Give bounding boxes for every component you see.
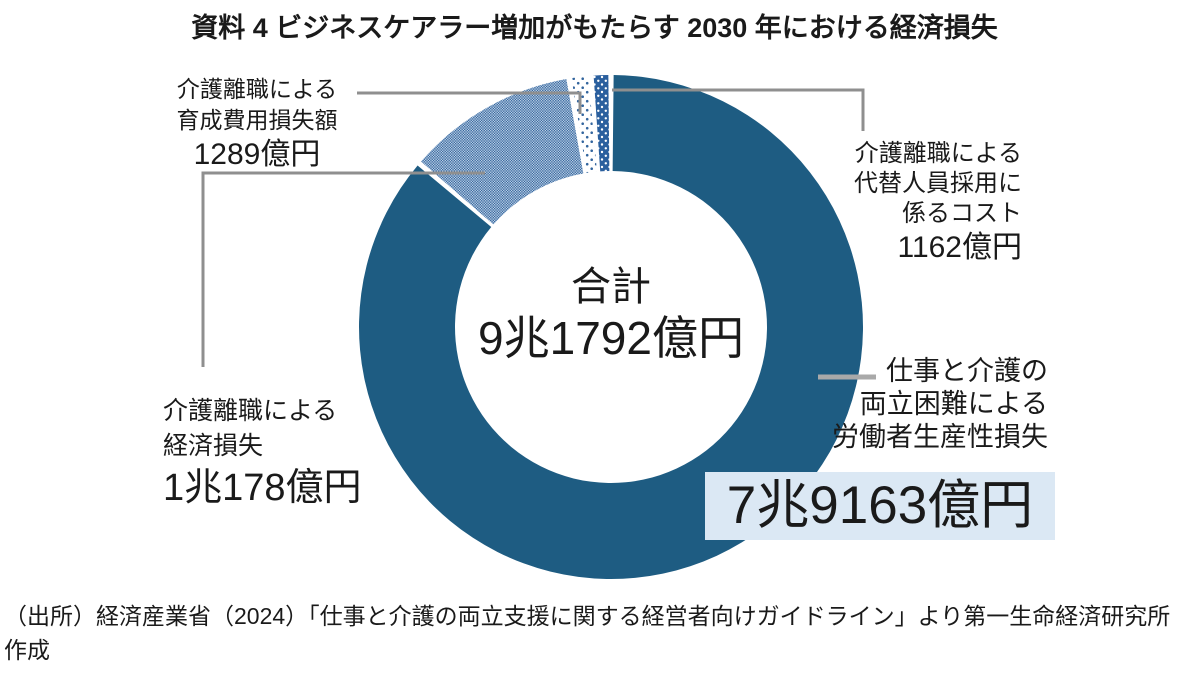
callout-hiring-line: 係るコスト <box>902 200 1022 227</box>
callout-training-cost: 介護離職による 育成費用損失額 1289億円 <box>148 74 366 174</box>
leader-lines <box>201 88 876 380</box>
leader-line-economic <box>201 171 485 367</box>
callout-training-line: 育成費用損失額 <box>176 107 338 133</box>
source-note: （出所）経済産業省（2024）「仕事と介護の両立支援に関する経営者向けガイドライ… <box>4 599 1184 667</box>
callout-hiring-line: 代替人員採用に <box>854 170 1022 197</box>
productivity-loss-value-highlight: 7兆9163億円 <box>705 472 1055 540</box>
callout-productivity-line: 両立困難による <box>859 389 1048 419</box>
donut-segment-1 <box>421 78 584 225</box>
donut-segment-0 <box>359 75 864 579</box>
callout-hiring-line: 介護離職による <box>854 140 1022 167</box>
leader-line-training <box>357 91 582 114</box>
callout-training-line: 介護離職による <box>176 76 338 102</box>
donut-center-total: 合計 9兆1792億円 <box>411 262 811 364</box>
callout-training-value: 1289億円 <box>193 138 321 171</box>
callout-economic-value: 1兆178億円 <box>163 467 362 509</box>
donut-segment-2 <box>571 76 597 173</box>
callout-hiring-cost: 介護離職による 代替人員採用に 係るコスト 1162億円 <box>762 139 1022 267</box>
source-note-line: （出所）経済産業省（2024）「仕事と介護の両立支援に関する経営者向けガイドライ… <box>4 603 1171 629</box>
callout-hiring-value: 1162億円 <box>897 231 1022 264</box>
total-label: 合計 <box>571 265 651 309</box>
figure-title: 資料 4 ビジネスケアラー増加がもたらす 2030 年における経済損失 <box>191 13 998 43</box>
callout-productivity-line: 労働者生産性損失 <box>832 422 1048 452</box>
callout-economic-line: 介護離職による <box>163 397 338 425</box>
leader-line-hiring <box>612 88 865 131</box>
donut-segments <box>359 75 864 579</box>
donut-segment-3 <box>593 75 610 172</box>
callout-productivity-line: 仕事と介護の <box>886 356 1048 386</box>
callout-economic-line: 経済損失 <box>163 432 264 460</box>
source-note-line: 作成 <box>4 637 50 663</box>
callout-economic-loss: 介護離職による 経済損失 1兆178億円 <box>163 394 423 512</box>
callout-productivity-loss: 仕事と介護の 両立困難による 労働者生産性損失 <box>768 355 1048 454</box>
total-value: 9兆1792億円 <box>478 312 744 364</box>
